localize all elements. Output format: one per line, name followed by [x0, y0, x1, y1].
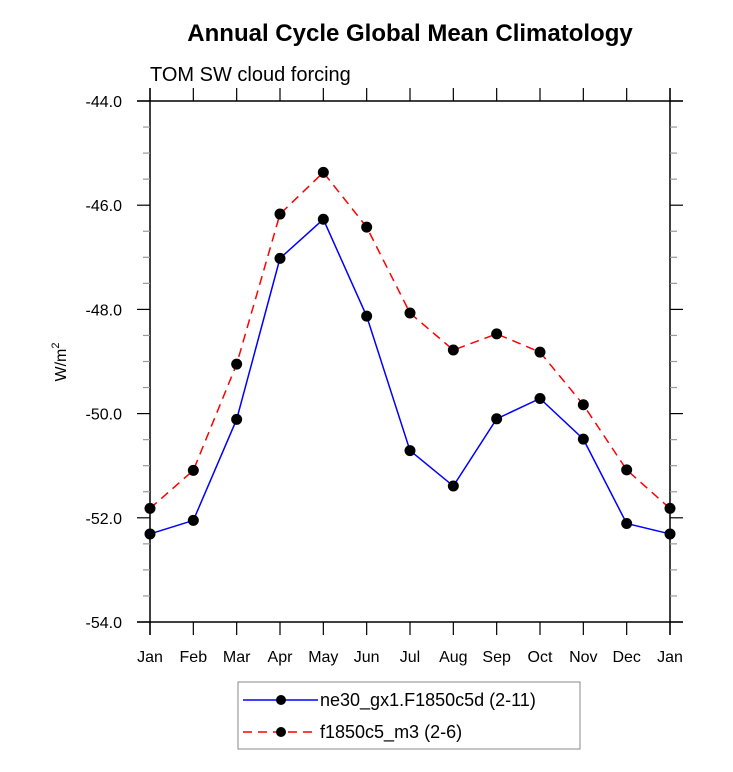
- data-point: [231, 358, 243, 370]
- data-point: [361, 221, 373, 233]
- data-point: [231, 413, 243, 425]
- legend: ne30_gx1.F1850c5d (2-11) f1850c5_m3 (2-6…: [237, 681, 581, 750]
- y-tick-label: -54.0: [86, 615, 123, 632]
- x-tick-label: Oct: [528, 649, 553, 666]
- data-point: [144, 528, 156, 540]
- data-point: [664, 502, 676, 514]
- x-tick-label: Nov: [569, 649, 597, 666]
- x-tick-label: Mar: [223, 649, 251, 666]
- x-tick-label: Jun: [354, 649, 380, 666]
- y-tick-label: -50.0: [86, 407, 123, 424]
- y-ticks: -54.0 -52.0 -50.0 -48.0 -46.0 -44.0: [86, 94, 683, 632]
- legend-label-series-1: f1850c5_m3 (2-6): [320, 722, 462, 743]
- axes: [137, 88, 683, 635]
- legend-box: [237, 681, 581, 750]
- data-point: [621, 518, 633, 530]
- x-ticks: Jan Feb Mar Apr May Jun Jul Aug Sep Oct Nov Dec Jan: [137, 88, 683, 666]
- x-tick-label: Feb: [180, 649, 208, 666]
- data-point: [447, 480, 459, 492]
- data-point: [664, 528, 676, 540]
- y-tick-label: -46.0: [86, 198, 123, 215]
- legend-marker-series-0: [276, 695, 286, 705]
- series-0: [144, 213, 676, 540]
- svg-text:W/m2: W/m2: [50, 343, 70, 382]
- x-tick-label: Sep: [482, 649, 511, 666]
- data-point: [144, 502, 156, 514]
- data-point: [621, 464, 633, 476]
- x-tick-label: Jan: [657, 649, 683, 666]
- y-axis-label-text: W/m: [53, 349, 70, 382]
- y-tick-label: -44.0: [86, 94, 123, 111]
- series-line-0: [149, 218, 671, 535]
- y-tick-label: -52.0: [86, 511, 123, 528]
- data-point: [317, 166, 329, 178]
- data-point: [491, 413, 503, 425]
- data-point: [274, 252, 286, 264]
- x-tick-label: May: [308, 649, 338, 666]
- y-axis-label-superscript: 2: [50, 343, 62, 349]
- data-point: [274, 208, 286, 220]
- series-layer: [144, 166, 676, 540]
- x-tick-label: Apr: [268, 649, 294, 666]
- legend-marker-series-1: [276, 727, 286, 737]
- data-point: [404, 445, 416, 457]
- data-point: [577, 399, 589, 411]
- data-point: [187, 514, 199, 526]
- data-point: [577, 433, 589, 445]
- chart-title: Annual Cycle Global Mean Climatology: [187, 20, 633, 47]
- data-point: [447, 344, 459, 356]
- x-tick-label: Aug: [439, 649, 467, 666]
- x-tick-label: Jul: [400, 649, 420, 666]
- y-axis-label: W/m2: [50, 343, 70, 382]
- x-tick-label: Jan: [137, 649, 163, 666]
- data-point: [534, 346, 546, 358]
- data-point: [187, 464, 199, 476]
- data-point: [534, 392, 546, 404]
- legend-label-series-0: ne30_gx1.F1850c5d (2-11): [320, 690, 536, 711]
- data-point: [317, 213, 329, 225]
- series-1: [144, 166, 676, 514]
- data-point: [491, 328, 503, 340]
- y-tick-label: -48.0: [86, 302, 123, 319]
- x-tick-label: Dec: [612, 649, 640, 666]
- chart-subtitle: TOM SW cloud forcing: [150, 64, 351, 86]
- data-point: [361, 310, 373, 322]
- data-point: [404, 307, 416, 319]
- series-line-1: [149, 171, 671, 509]
